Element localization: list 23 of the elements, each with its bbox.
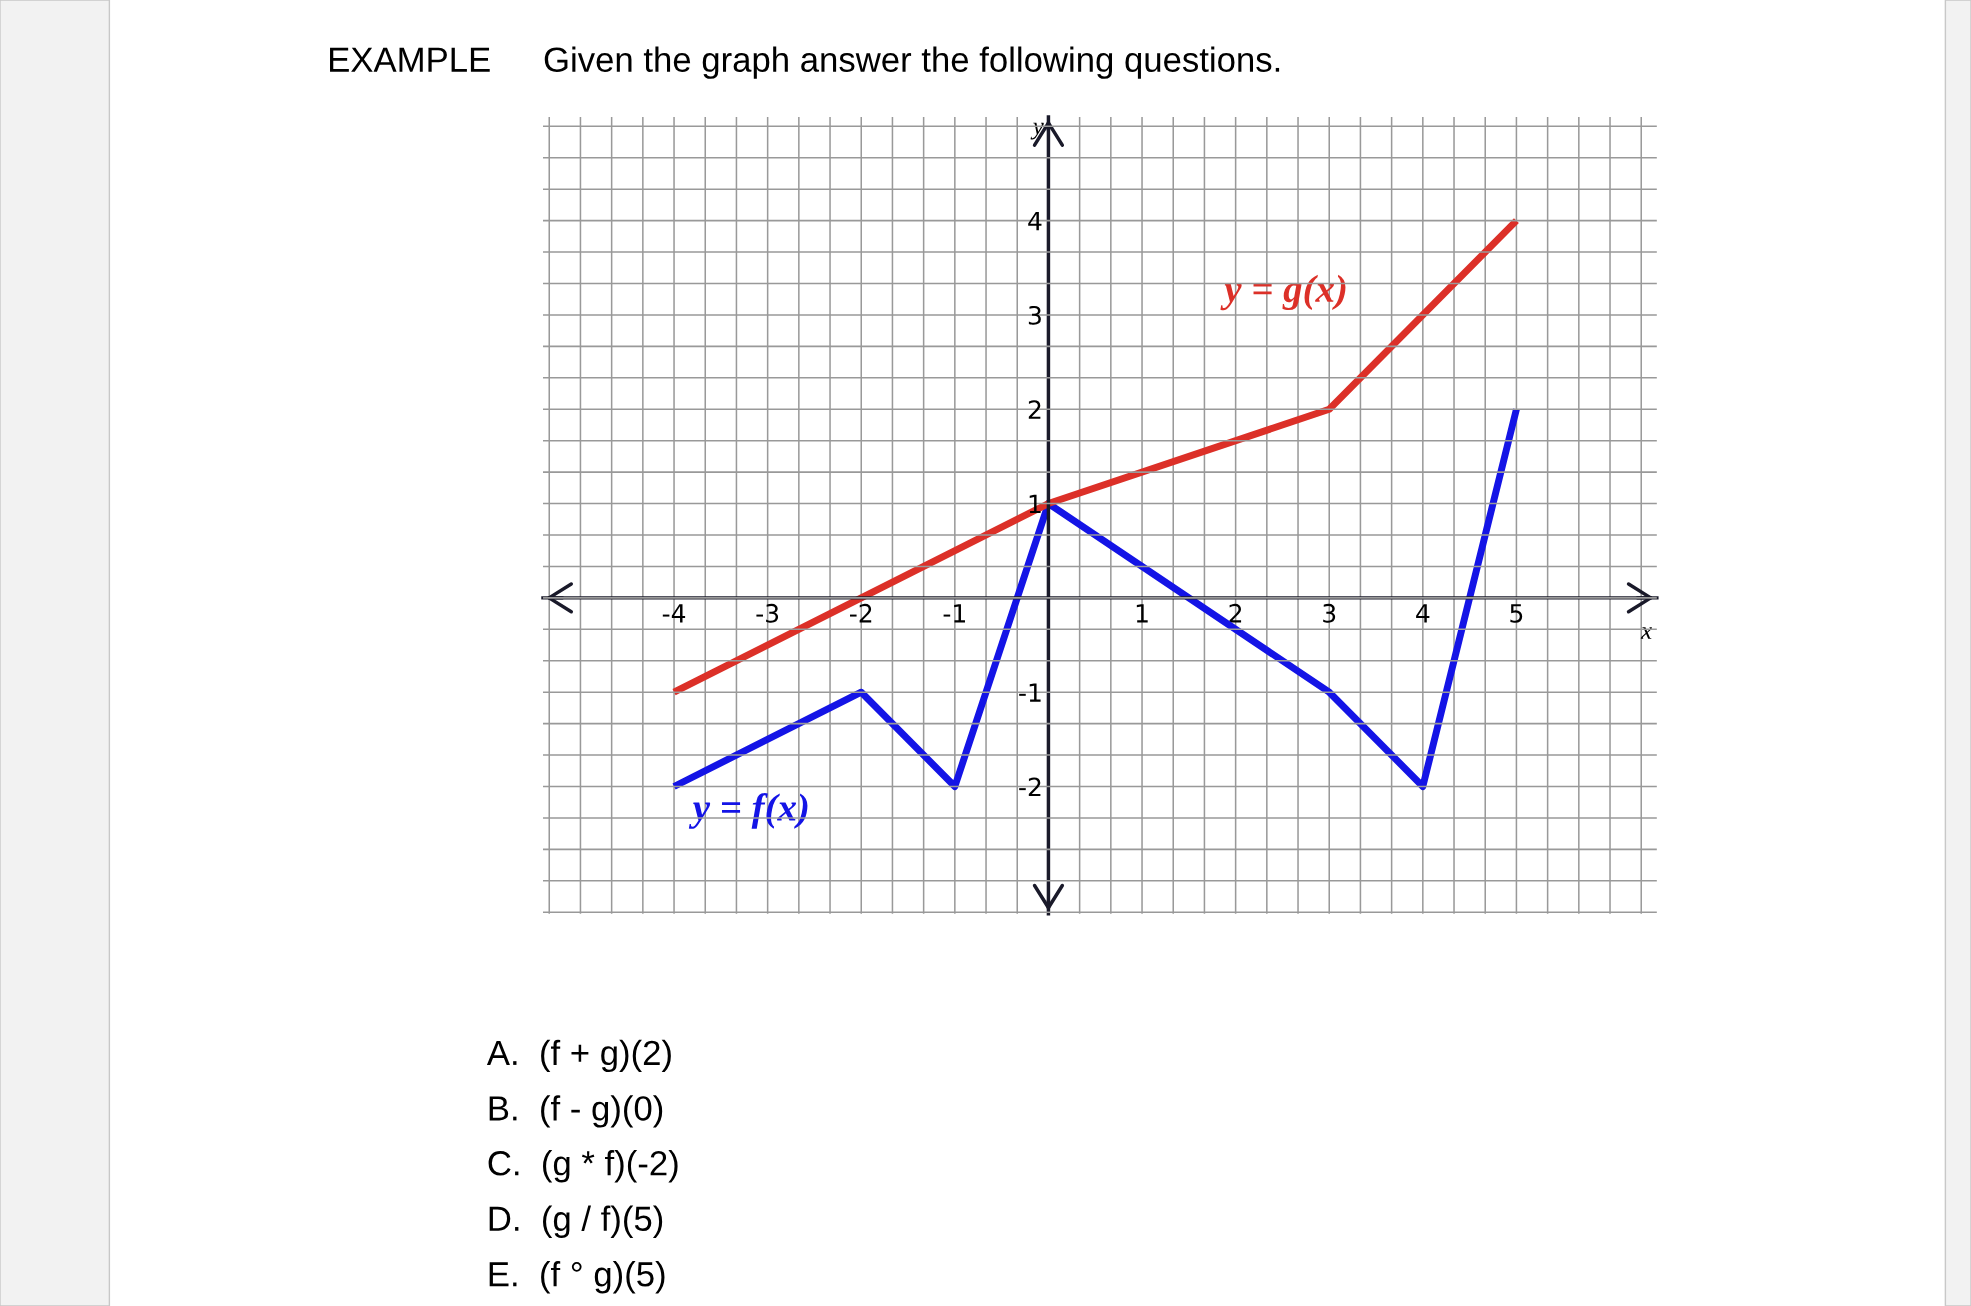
text: C. (g * f)(-2): [488, 1150, 678, 1183]
x-tick-label: 4: [1416, 604, 1430, 623]
x-tick-label: 1: [1136, 604, 1148, 623]
y-tick-label: 2: [1028, 400, 1041, 419]
text: D. (g / f)(5): [489, 1205, 663, 1238]
series-label: y = f(x): [688, 793, 808, 829]
y-tick-label: -1: [1019, 683, 1041, 702]
y-tick-label: -2: [1019, 777, 1041, 796]
x-tick-label: -2: [850, 603, 872, 623]
x-tick-label: 5: [1510, 604, 1523, 623]
chart-subtitle: Given the graph answer the following questions.: [544, 46, 1280, 79]
y-tick-label: 4: [1028, 211, 1042, 231]
chart-title: EXAMPLE: [330, 47, 490, 72]
x-tick-label: 3: [1323, 603, 1336, 623]
text: E. (f ° g)(5): [489, 1261, 665, 1294]
text: B. (f - g)(0): [489, 1095, 663, 1128]
x-tick-label: -3: [756, 603, 779, 623]
y-tick-label: 3: [1028, 305, 1041, 325]
text: A. (f + g)(2): [486, 1039, 671, 1073]
x-tick-label: -1: [943, 604, 965, 623]
x-tick-label: 2: [1229, 603, 1242, 623]
x-tick-label: -4: [662, 604, 686, 623]
series-label: y = g(x): [1220, 274, 1346, 311]
